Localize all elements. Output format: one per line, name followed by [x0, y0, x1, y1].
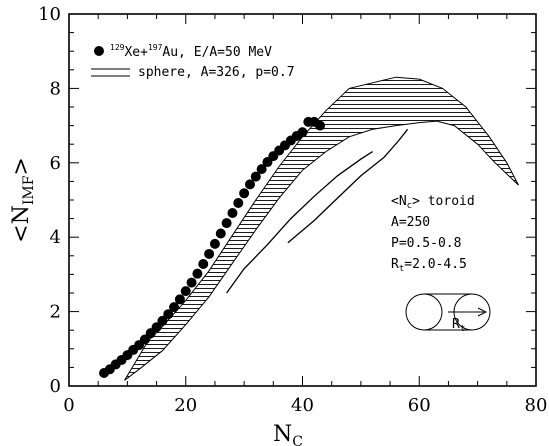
torus-radius-label: Rt	[452, 317, 465, 334]
legend-band-label: sphere, A=326, p=0.7	[138, 65, 295, 80]
data-point-17	[198, 258, 209, 269]
data-point-27	[256, 164, 267, 175]
data-point-22	[227, 208, 238, 219]
toroid-annotation: <Nc> toroid A=250 P=0.5-0.8 Rt=2.0-4.5	[391, 194, 475, 274]
annotation-line-3: P=0.5-0.8	[391, 236, 461, 251]
data-point-21	[221, 218, 232, 229]
y-tick-label: 2	[50, 302, 61, 323]
annotation-line-2: A=250	[391, 215, 430, 230]
data-point-9	[151, 322, 162, 333]
data-point-15	[186, 277, 197, 288]
legend: 129Xe+197Au, E/A=50 MeV sphere, A=326, p…	[91, 43, 295, 80]
x-tick-label: 0	[63, 395, 74, 416]
data-points	[99, 116, 326, 378]
y-tick-label: 6	[50, 153, 61, 174]
toroid-band-lower-line	[287, 128, 409, 244]
data-point-37	[315, 120, 326, 131]
torus-inset-diagram: Rt	[405, 293, 491, 334]
data-point-13	[174, 294, 185, 305]
data-point-20	[215, 228, 226, 239]
data-point-14	[180, 286, 191, 297]
y-tick-label: 10	[38, 4, 61, 25]
y-tick-label: 0	[50, 376, 61, 397]
data-point-25	[244, 179, 255, 190]
data-point-24	[239, 188, 250, 199]
data-point-34	[297, 127, 308, 138]
y-tick-label: 8	[50, 78, 61, 99]
annotation-line-4: Rt=2.0-4.5	[391, 257, 467, 274]
data-point-11	[163, 309, 174, 320]
data-point-12	[169, 302, 180, 313]
data-point-10	[157, 315, 168, 326]
x-tick-label: 20	[174, 395, 197, 416]
data-point-26	[250, 171, 261, 182]
torus-left-circle	[405, 293, 443, 331]
data-point-16	[192, 268, 203, 279]
x-tick-label: 60	[408, 395, 431, 416]
x-tick-label: 80	[525, 395, 548, 416]
data-point-7	[139, 334, 150, 345]
torus-arrowhead	[477, 307, 488, 317]
sphere-band	[124, 76, 519, 381]
annotation-line-1: <Nc> toroid	[391, 194, 475, 211]
x-axis-title: NC	[273, 422, 303, 446]
legend-data-label: 129Xe+197Au, E/A=50 MeV	[110, 43, 272, 60]
y-tick-label: 4	[50, 227, 61, 248]
x-tick-label: 40	[291, 395, 314, 416]
toroid-band-upper-line	[226, 151, 373, 294]
data-point-23	[233, 197, 244, 208]
legend-data-marker	[94, 46, 104, 56]
axis-ticks: 0 20 40 60 80 0 2 4 6 8 10	[38, 4, 547, 416]
data-point-19	[209, 238, 220, 249]
y-axis-title: <NIMF>	[9, 157, 37, 243]
data-point-18	[204, 248, 215, 259]
